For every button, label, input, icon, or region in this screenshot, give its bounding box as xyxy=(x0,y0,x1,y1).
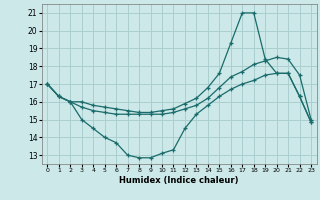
X-axis label: Humidex (Indice chaleur): Humidex (Indice chaleur) xyxy=(119,176,239,185)
